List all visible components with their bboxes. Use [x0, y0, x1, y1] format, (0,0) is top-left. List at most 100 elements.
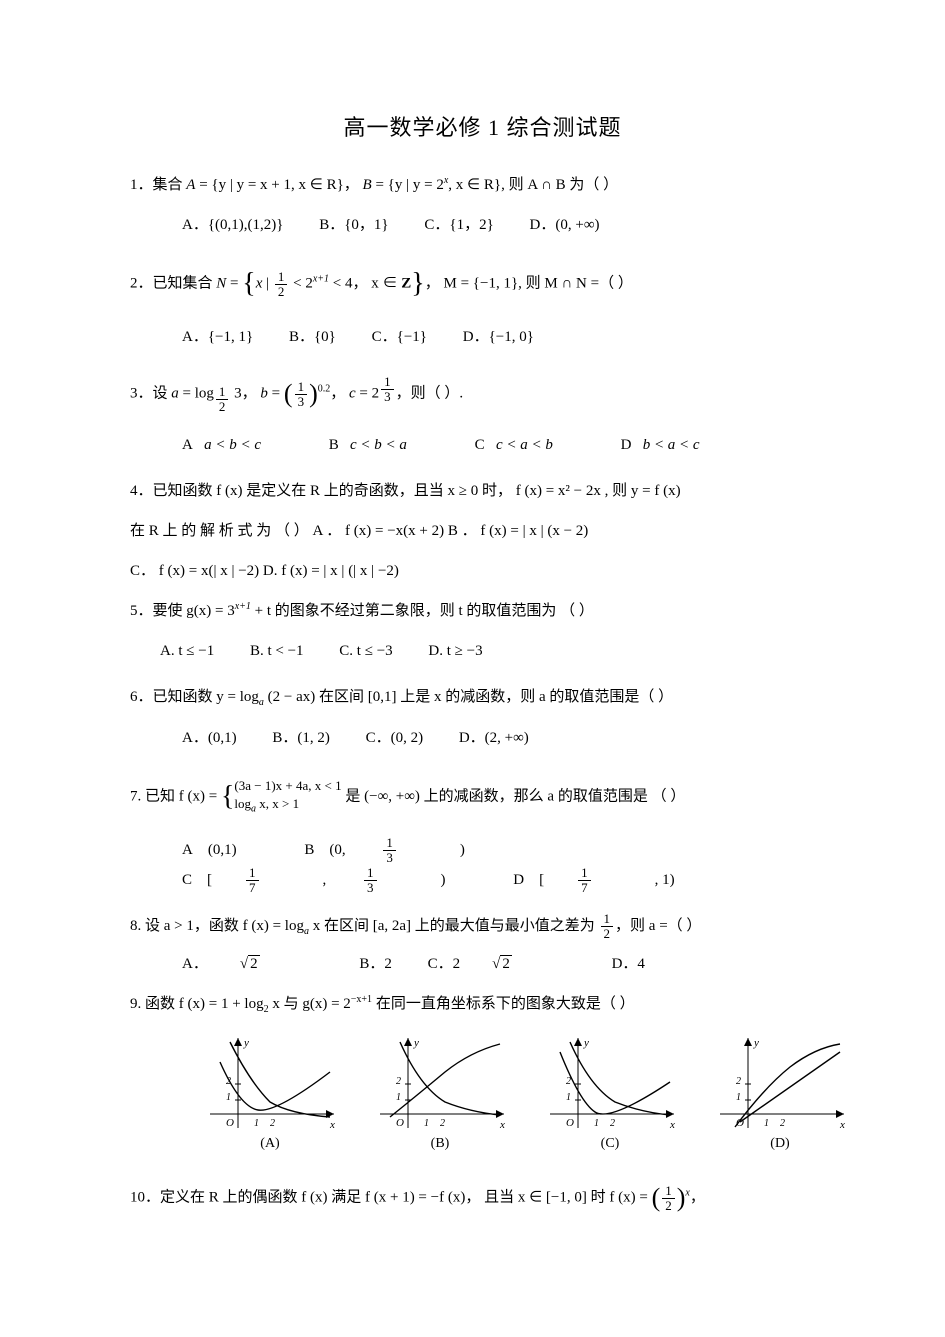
question-7: 7. 已知 f (x) = {(3a − 1)x + 4a, x < 1loga… [130, 769, 835, 825]
svg-text:x: x [499, 1119, 505, 1131]
question-4-line2: 在 R 上 的 解 析 式 为 （ ） A ． f (x) = −x(x + 2… [130, 516, 835, 546]
q7-stem-b: 是 (−∞, +∞) 上的减函数，那么 a 的取值范围是 （ ） [342, 788, 686, 804]
q6-options: A．(0,1) B．(1, 2) C．(0, 2) D．(2, +∞) [130, 723, 835, 753]
q8-opt-d: D．4 [612, 956, 645, 972]
svg-text:O: O [566, 1117, 574, 1129]
q10-stem-a: 10．定义在 R 上的偶函数 f (x) 满足 f (x + 1) = −f (… [130, 1189, 652, 1205]
q7-opt-a: A (0,1) [182, 842, 269, 858]
svg-text:x: x [669, 1119, 675, 1131]
svg-text:1: 1 [226, 1092, 231, 1103]
q8-opt-a: A．2 [182, 956, 324, 972]
svg-text:1: 1 [736, 1092, 741, 1103]
q5-stem: 5．要使 g(x) = 3 [130, 603, 235, 619]
q1-opt-b: B．{0，1} [319, 217, 388, 233]
svg-text:O: O [226, 1117, 234, 1129]
graph-d-svg: Oxy1212 [710, 1032, 850, 1132]
q3-opt-a: A a < b < c [182, 437, 293, 453]
q7-options: A (0,1) B (0, 13) C [17, 13) D [17, 1) [130, 835, 835, 895]
q8-stem-b: x 在区间 [a, 2a] 上的最大值与最小值之差为 [309, 918, 599, 934]
question-10: 10．定义在 R 上的偶函数 f (x) 满足 f (x + 1) = −f (… [130, 1172, 835, 1224]
svg-text:2: 2 [610, 1118, 615, 1129]
q2-opt-c: C．{−1} [372, 329, 427, 345]
q10-stem-b: ， [690, 1189, 705, 1205]
graph-b-svg: Oxy1212 [370, 1032, 510, 1132]
q1-stem-a: 1．集合 [130, 177, 186, 193]
q6-opt-c: C．(0, 2) [366, 730, 424, 746]
svg-text:1: 1 [424, 1118, 429, 1129]
q6-stem-b: (2 − ax) 在区间 [0,1] 上是 x 的减函数，则 a 的取值范围是（… [264, 689, 673, 705]
svg-text:2: 2 [566, 1076, 571, 1087]
q9-stem-a: 9. 函数 f (x) = 1 + log [130, 996, 264, 1012]
q1-stem-b: = {y | y = x + 1, x ∈ R}， [195, 177, 362, 193]
svg-text:2: 2 [440, 1118, 445, 1129]
q9-graphs: Oxy1212 (A) Oxy1212 (B) Oxy1212 (C) Oxy1… [200, 1032, 835, 1152]
q4-opt-cd: C． f (x) = x(| x | −2) D. f (x) = | x | … [130, 563, 399, 579]
svg-text:y: y [753, 1037, 759, 1049]
q5-options: A. t ≤ −1 B. t < −1 C. t ≤ −3 D. t ≥ −3 [130, 636, 835, 666]
q5-stem-b: + t 的图象不经过第二象限，则 t 的取值范围为 （ ） [251, 603, 594, 619]
question-1: 1．集合 A = {y | y = x + 1, x ∈ R}， B = {y … [130, 170, 835, 200]
q5-opt-a: A. t ≤ −1 [160, 643, 214, 659]
q9-graph-b: Oxy1212 (B) [370, 1032, 510, 1152]
q3-opt-b: B c < b < a [329, 437, 439, 453]
q1-stem-c: = {y | y = 2 [372, 177, 444, 193]
q1-opt-a: A．{(0,1),(1,2)} [182, 217, 283, 233]
q8-stem-a: 8. 设 a > 1，函数 f (x) = log [130, 918, 304, 934]
q7-opt-b: B (0, 13) [304, 842, 497, 858]
q7-piece1: (3a − 1)x + 4a, x < 1 [234, 778, 341, 793]
q1-options: A．{(0,1),(1,2)} B．{0，1} C．{1，2} D．(0, +∞… [130, 210, 835, 240]
question-9: 9. 函数 f (x) = 1 + log2 x 与 g(x) = 2−x+1 … [130, 992, 835, 1018]
q9-graph-d: Oxy1212 (D) [710, 1032, 850, 1152]
q6-opt-d: D．(2, +∞) [459, 730, 529, 746]
q5-opt-b: B. t < −1 [250, 643, 304, 659]
q2-stem-c: < 4， x ∈ [329, 275, 401, 291]
svg-text:x: x [329, 1119, 335, 1131]
svg-text:1: 1 [396, 1092, 401, 1103]
q2-opt-d: D．{−1, 0} [463, 329, 534, 345]
svg-text:1: 1 [566, 1092, 571, 1103]
svg-text:1: 1 [254, 1118, 259, 1129]
question-8: 8. 设 a > 1，函数 f (x) = loga x 在区间 [a, 2a]… [130, 911, 835, 942]
q9-graph-c: Oxy1212 (C) [540, 1032, 680, 1152]
question-4-line3: C． f (x) = x(| x | −2) D. f (x) = | x | … [130, 556, 835, 586]
svg-text:2: 2 [270, 1118, 275, 1129]
q6-opt-a: A．(0,1) [182, 730, 237, 746]
q7-piece2b: x, x > 1 [256, 796, 299, 811]
q1-opt-c: C．{1，2} [424, 217, 493, 233]
page-title: 高一数学必修 1 综合测试题 [130, 110, 835, 142]
q6-stem: 6．已知函数 y = log [130, 689, 259, 705]
svg-text:O: O [396, 1117, 404, 1129]
q4-opt-a-eq: f (x) = −x(x + 2) B ． [345, 523, 477, 539]
svg-text:2: 2 [396, 1076, 401, 1087]
question-3: 3．设 a = log12 3， b = (13)0.2， c = 213，则（… [130, 368, 835, 420]
q3-opt-c: C c < a < b [475, 437, 585, 453]
q3-opt-d: D b < a < c [621, 437, 732, 453]
q8-opt-b: B．2 [359, 956, 392, 972]
q4-opt-b-eq: f (x) = | x | (x − 2) [480, 523, 588, 539]
question-6: 6．已知函数 y = loga (2 − ax) 在区间 [0,1] 上是 x … [130, 682, 835, 713]
q9-label-d: (D) [710, 1136, 850, 1152]
q2-stem-d: ， M = {−1, 1}, 则 M ∩ N =（ ） [425, 275, 633, 291]
svg-text:1: 1 [594, 1118, 599, 1129]
q9-label-a: (A) [200, 1136, 340, 1152]
q5-opt-c: C. t ≤ −3 [339, 643, 392, 659]
q3-options: A a < b < c B c < b < a C c < a < b D b … [130, 430, 835, 460]
q9-label-c: (C) [540, 1136, 680, 1152]
q7-stem-a: 7. 已知 f (x) = [130, 788, 221, 804]
svg-text:1: 1 [764, 1118, 769, 1129]
svg-text:2: 2 [736, 1076, 741, 1087]
q6-opt-b: B．(1, 2) [272, 730, 330, 746]
q9-label-b: (B) [370, 1136, 510, 1152]
q7-piece2: log [234, 796, 251, 811]
svg-text:y: y [243, 1037, 249, 1049]
svg-text:y: y [413, 1037, 419, 1049]
q1-opt-d: D．(0, +∞) [530, 217, 600, 233]
q8-opt-c: C．22 [428, 956, 576, 972]
q9-stem-c: 在同一直角坐标系下的图象大致是（ ） [372, 996, 635, 1012]
svg-text:y: y [583, 1037, 589, 1049]
q9-graph-a: Oxy1212 (A) [200, 1032, 340, 1152]
q8-options: A．2 B．2 C．22 D．4 [130, 952, 835, 976]
question-5: 5．要使 g(x) = 3x+1 + t 的图象不经过第二象限，则 t 的取值范… [130, 596, 835, 626]
q5-opt-d: D. t ≥ −3 [428, 643, 482, 659]
svg-text:x: x [839, 1119, 845, 1131]
